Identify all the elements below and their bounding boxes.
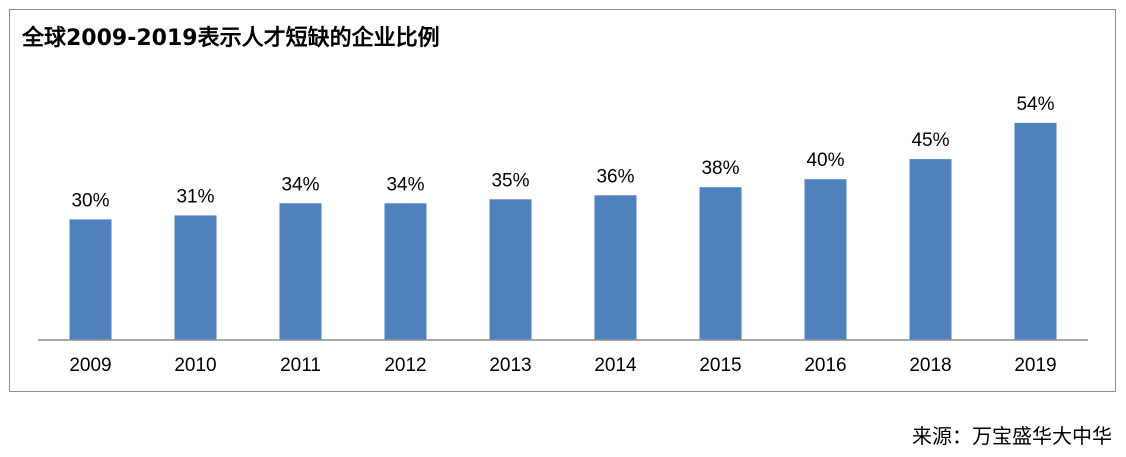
bar-2018 (909, 159, 952, 340)
value-label-2016: 40% (806, 150, 844, 171)
bar-2011 (279, 203, 322, 340)
value-label-2013: 35% (491, 170, 529, 191)
value-label-2019: 54% (1016, 94, 1054, 115)
tick-label-2012: 2012 (384, 355, 426, 376)
tick-label-2019: 2019 (1014, 355, 1056, 376)
bar-2013 (489, 199, 532, 340)
bar-2016 (804, 179, 847, 340)
bars-group (69, 122, 1057, 341)
tick-label-2011: 2011 (280, 355, 321, 376)
tick-label-2016: 2016 (804, 355, 846, 376)
value-label-2009: 30% (71, 190, 109, 211)
value-label-2014: 36% (596, 166, 634, 187)
tick-label-2013: 2013 (489, 355, 531, 376)
value-labels-group: 30% 31% 34% 34% 35% 36% 38% 40% 45% 54% (71, 94, 1054, 211)
tick-label-2009: 2009 (69, 355, 111, 376)
chart-title: 全球2009-2019表示人才短缺的企业比例 (22, 26, 440, 51)
tick-label-2014: 2014 (594, 355, 637, 376)
bar-2014 (594, 195, 637, 340)
value-label-2012: 34% (386, 174, 424, 195)
value-label-2015: 38% (701, 158, 739, 179)
bar-2019 (1014, 122, 1057, 341)
tick-label-2010: 2010 (174, 355, 216, 376)
bar-2009 (69, 219, 112, 340)
bar-2015 (699, 187, 742, 340)
bar-2010 (174, 215, 217, 340)
value-label-2011: 34% (281, 174, 319, 195)
bar-2012 (384, 203, 427, 340)
value-label-2018: 45% (911, 130, 949, 151)
tick-label-2015: 2015 (699, 355, 741, 376)
value-label-2010: 31% (176, 186, 214, 207)
source-note: 来源：万宝盛华大中华 (912, 424, 1112, 448)
tick-labels-group: 2009 2010 2011 2012 2013 2014 2015 2016 2018 2019 (69, 355, 1056, 376)
tick-label-2018: 2018 (909, 355, 951, 376)
